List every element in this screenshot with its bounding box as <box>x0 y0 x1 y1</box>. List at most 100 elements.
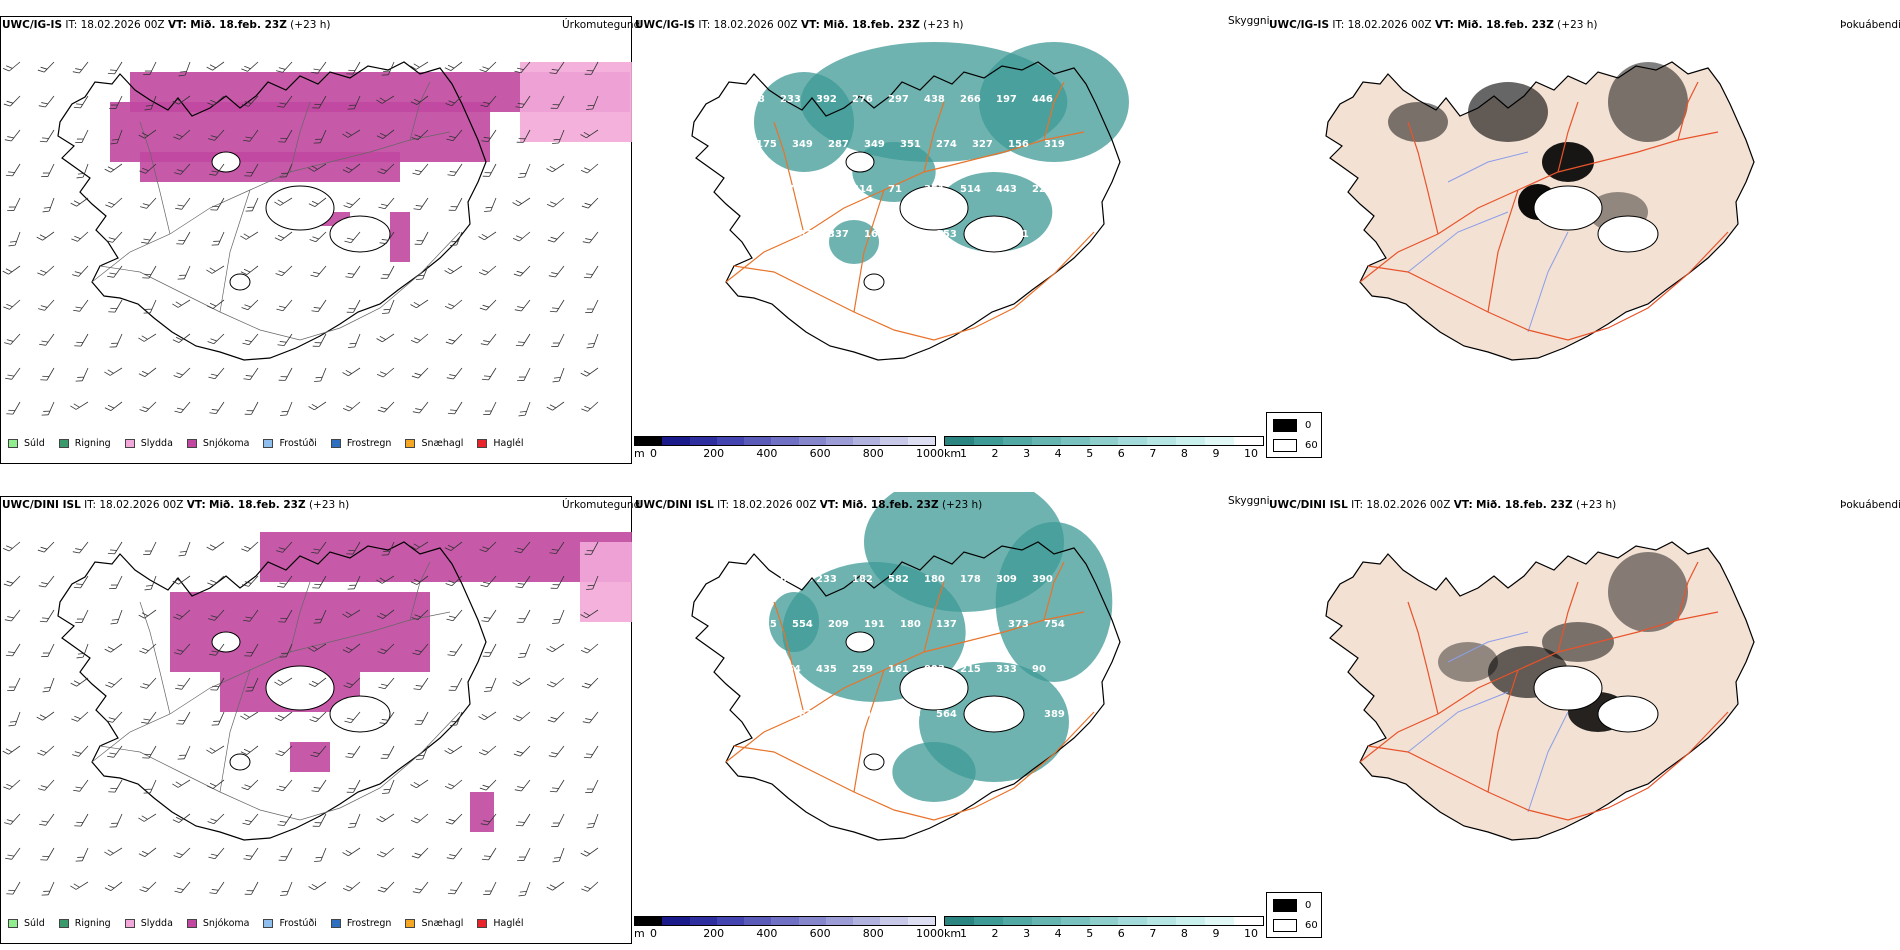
wind-barb <box>144 575 157 591</box>
wind-barb <box>72 745 89 757</box>
wind-barb <box>413 197 429 211</box>
lead-time: (+23 h) <box>1575 499 1617 511</box>
road-line <box>1407 121 1439 235</box>
glacier-outline <box>229 753 251 771</box>
wind-barb <box>311 541 327 554</box>
road-line <box>853 669 885 793</box>
wind-barb <box>343 677 361 689</box>
precip-legend-label: Slydda <box>140 918 173 929</box>
road-line <box>1043 81 1065 141</box>
wind-barb <box>104 401 123 411</box>
visibility-value: 274 <box>936 139 957 150</box>
colorbar-segment <box>744 437 772 445</box>
wind-barb <box>104 643 123 653</box>
wind-barb <box>549 61 565 75</box>
snow-area <box>390 212 410 262</box>
wind-barb <box>445 575 463 587</box>
visibility-value: 349 <box>792 139 813 150</box>
wind-barb <box>276 779 293 792</box>
visibility-value: 259 <box>852 664 873 675</box>
visibility-value: 337 <box>792 229 813 240</box>
valid-time: Mið. 18.feb. 23Z <box>823 19 920 31</box>
wind-barb <box>109 333 123 348</box>
wind-barb <box>207 333 225 345</box>
wind-barb <box>342 609 361 618</box>
road-line <box>139 121 171 235</box>
wind-barb <box>73 95 89 109</box>
wind-barb <box>481 129 497 143</box>
wind-barb <box>72 265 89 277</box>
wind-barb <box>379 231 395 245</box>
wind-barb <box>37 541 55 553</box>
road-line <box>1043 561 1065 621</box>
precip-legend-swatch <box>58 439 69 448</box>
wind-barb <box>515 813 531 827</box>
precip-header: UWC/IG-IS IT: 18.02.2026 00Z VT: Mið. 18… <box>2 19 331 31</box>
model-name: UWC/IG-IS <box>635 19 696 31</box>
wind-barb <box>207 95 225 106</box>
precip-legend-label: Slydda <box>140 438 173 449</box>
visibility-value: 297 <box>888 94 909 105</box>
river-line <box>1447 631 1529 663</box>
wind-barb <box>379 711 395 725</box>
wind-barb <box>142 745 157 759</box>
wind-barb <box>73 779 89 792</box>
wind-barb <box>513 745 531 757</box>
visibility-value: 435 <box>816 664 837 675</box>
wind-barb <box>548 745 565 758</box>
wind-barb <box>580 367 599 377</box>
wind-barb <box>241 541 259 552</box>
wind-barb <box>3 575 21 587</box>
init-label: IT: <box>84 499 97 511</box>
precip-legend-label: Snjókoma <box>202 918 250 929</box>
colorbar-tick: 9 <box>1212 927 1220 940</box>
visibility-panel: 872 656 233 182 582 180 178 309 390 175 554 209 191 1… <box>634 492 1266 944</box>
river-line <box>1527 231 1569 333</box>
wind-barb <box>411 367 429 379</box>
wind-barb <box>447 401 463 415</box>
visibility-value: 185 <box>900 709 921 720</box>
visibility-value: 392 <box>816 94 837 105</box>
precip-legend-label: Snæhagl <box>421 918 464 929</box>
road-line <box>289 581 311 653</box>
colorbar-tick: 800 <box>862 927 884 940</box>
wind-barb <box>552 129 565 144</box>
colorbar-segment <box>716 917 745 925</box>
glacier-outline <box>1597 215 1659 253</box>
precip-type-panel: Súld Rigning Slydda Snjókoma Frostúði Frostre… <box>0 12 632 464</box>
visibility-value: 97 <box>864 709 878 720</box>
wind-barb <box>107 61 123 75</box>
precip-legend-swatch <box>330 439 341 448</box>
glacier-outline <box>899 665 969 711</box>
wind-barb <box>445 333 463 345</box>
wind-barb <box>208 847 225 860</box>
init-time: 18.02.2026 00Z <box>1366 499 1451 511</box>
wind-barb <box>206 541 225 551</box>
wind-barb <box>308 401 327 411</box>
wind-barb <box>546 677 565 688</box>
wind-barb <box>308 677 327 687</box>
wind-barb <box>138 609 157 619</box>
visibility-value: 390 <box>1032 574 1053 585</box>
wind-barb <box>479 541 497 553</box>
wind-barb <box>551 333 565 348</box>
road-line <box>99 711 461 821</box>
fog-map <box>1325 541 1755 841</box>
init-time: 18.02.2026 00Z <box>99 499 184 511</box>
snow-area <box>470 792 494 832</box>
wind-barb <box>139 881 157 893</box>
fog-header: UWC/IG-IS IT: 18.02.2026 00Z VT: Mið. 18… <box>1269 19 1598 31</box>
wind-barb <box>515 575 531 589</box>
precip-legend-swatch <box>124 439 135 448</box>
wind-barb <box>580 163 599 174</box>
wind-barb <box>173 367 191 379</box>
wind-barb <box>42 677 55 693</box>
fog-indicator <box>1468 82 1548 142</box>
fog-indicator <box>1542 622 1614 662</box>
colorbar-segment <box>1118 437 1148 445</box>
wind-barb <box>550 95 565 109</box>
precip-legend-label: Frostúði <box>279 438 317 449</box>
wind-barb <box>416 265 429 280</box>
wind-barb <box>512 677 531 687</box>
wind-barb <box>206 779 225 789</box>
